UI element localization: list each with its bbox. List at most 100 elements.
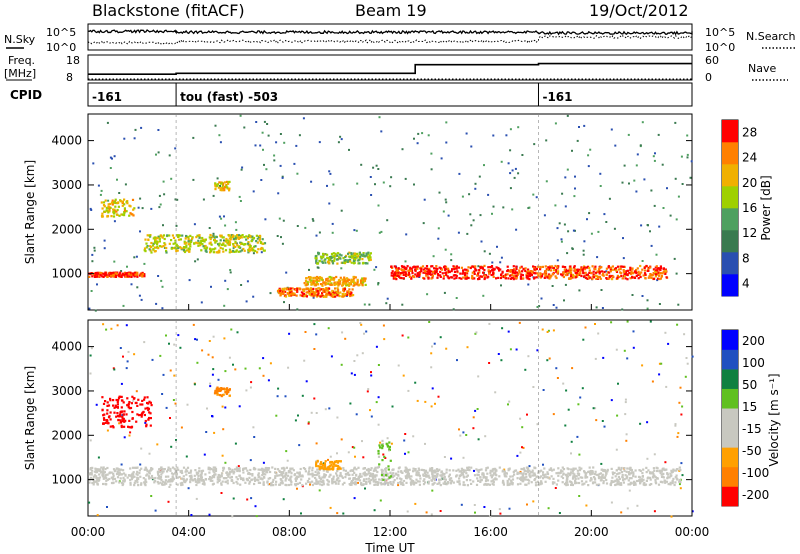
power-cell-3 — [332, 278, 335, 281]
velocity-cell-1 — [373, 469, 376, 472]
velocity-speckle — [195, 497, 198, 500]
velocity-speckle — [373, 509, 376, 512]
velocity-cell-4 — [218, 394, 222, 397]
power-cell-7 — [107, 203, 110, 206]
power-cell-3 — [318, 276, 322, 279]
power-cell-5 — [424, 267, 427, 270]
velocity-speckle — [526, 503, 528, 506]
power-cell-7 — [121, 200, 124, 203]
velocity-cell-2 — [323, 467, 326, 471]
velocity-speckle — [437, 395, 440, 398]
power-cell-5 — [483, 264, 486, 267]
velocity-speckle — [443, 456, 446, 458]
velocity-cell-1 — [465, 472, 468, 475]
velocity-cell-1 — [182, 478, 185, 481]
velocity-speckle — [681, 474, 684, 477]
velocity-speckle — [187, 487, 190, 490]
velocity-cell-1 — [209, 479, 212, 482]
power-speckle — [563, 223, 566, 226]
velocity-cell-1 — [95, 470, 98, 473]
power-speckle — [89, 207, 92, 210]
velocity-cell-1 — [329, 473, 332, 477]
velocity-cell-1 — [266, 480, 269, 483]
power-speckle — [340, 209, 343, 212]
velocity-cell-1 — [267, 477, 270, 480]
velocity-cell-1 — [465, 479, 468, 482]
velocity-cbar-swatch — [722, 330, 738, 350]
velocity-cell-1 — [439, 474, 442, 477]
velocity-cell-1 — [226, 482, 229, 485]
velocity-cell-1 — [197, 474, 200, 478]
power-speckle — [378, 231, 381, 234]
velocity-cell-1 — [161, 480, 165, 483]
power-speckle — [653, 159, 656, 162]
velocity-cell-1 — [520, 467, 523, 471]
velocity-cell-1 — [584, 476, 587, 479]
velocity-speckle — [602, 356, 605, 359]
power-cell-5 — [437, 274, 440, 277]
velocity-speckle — [313, 397, 316, 400]
power-speckle — [599, 172, 602, 175]
velocity-cell-1 — [275, 472, 278, 475]
power-speckle — [445, 201, 448, 204]
velocity-cell-0 — [101, 396, 104, 399]
velocity-cell-1 — [351, 473, 354, 476]
power-cell-6 — [598, 270, 601, 273]
power-cell-1 — [151, 244, 155, 247]
velocity-cell-1 — [214, 466, 217, 469]
power-cell-1 — [163, 237, 166, 241]
power-cell-1 — [174, 242, 177, 245]
velocity-cell-2 — [332, 467, 335, 470]
power-cell-1 — [186, 249, 189, 252]
power-speckle — [500, 284, 502, 287]
power-cell-4 — [327, 261, 330, 264]
velocity-cell-1 — [105, 473, 108, 477]
power-cell-5 — [480, 275, 483, 278]
power-cell-5 — [443, 265, 446, 268]
velocity-cell-1 — [314, 476, 317, 480]
velocity-cell-1 — [374, 466, 377, 469]
power-cell-6 — [572, 275, 576, 278]
power-cell-3 — [335, 282, 338, 285]
velocity-cell-1 — [112, 478, 115, 481]
velocity-cell-1 — [96, 479, 99, 482]
power-cell-6 — [575, 272, 579, 275]
velocity-speckle — [135, 390, 138, 393]
power-speckle — [224, 279, 227, 282]
power-cell-2 — [344, 293, 347, 296]
power-speckle — [355, 229, 358, 232]
power-cell-0 — [124, 275, 128, 278]
velocity-cell-1 — [506, 483, 509, 487]
power-cell-6 — [592, 273, 595, 276]
velocity-speckle — [624, 401, 627, 404]
velocity-cell-1 — [161, 467, 164, 471]
power-cell-2 — [305, 295, 308, 298]
velocity-cell-0 — [117, 397, 121, 400]
power-cell-6 — [549, 276, 552, 279]
velocity-cell-0 — [106, 409, 109, 412]
velocity-cell-1 — [298, 474, 301, 477]
velocity-cell-1 — [290, 475, 293, 478]
velocity-cell-3 — [381, 447, 384, 450]
power-cell-5 — [390, 274, 393, 277]
velocity-cell-1 — [225, 477, 228, 480]
velocity-cell-1 — [632, 475, 635, 478]
velocity-cell-1 — [620, 483, 623, 486]
velocity-cell-1 — [594, 481, 597, 484]
freq-panel-frame — [87, 54, 693, 81]
velocity-speckle — [407, 451, 410, 454]
power-cell-7 — [109, 202, 112, 206]
velocity-cell-1 — [254, 467, 257, 471]
velocity-cell-1 — [533, 478, 536, 481]
velocity-cell-1 — [591, 470, 594, 473]
velocity-cell-3 — [378, 463, 381, 466]
power-cell-4 — [330, 257, 333, 260]
power-cell-5 — [515, 275, 518, 279]
velocity-cell-1 — [169, 467, 172, 470]
velocity-cell-1 — [341, 483, 344, 486]
velocity-cell-0 — [121, 420, 125, 423]
velocity-cell-1 — [670, 471, 674, 474]
velocity-cell-0 — [131, 417, 134, 420]
power-cell-5 — [499, 276, 503, 280]
velocity-cell-1 — [158, 477, 161, 480]
